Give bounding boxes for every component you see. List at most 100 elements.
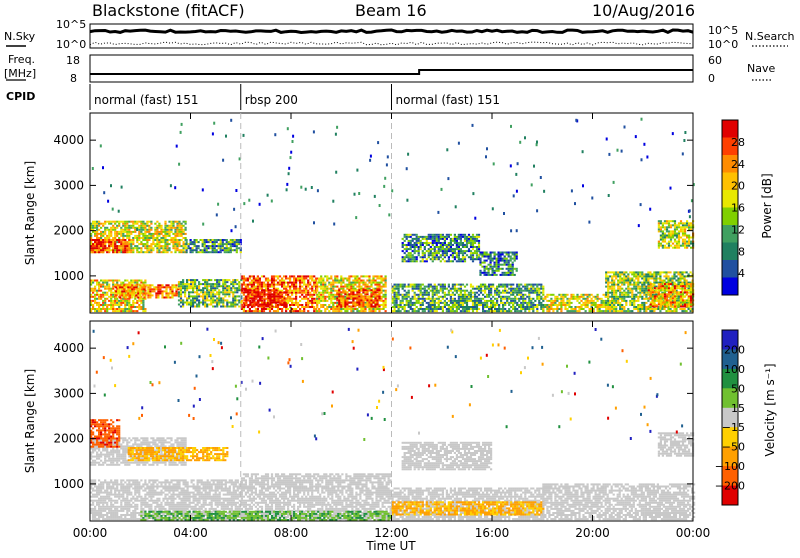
rti-cell: [522, 294, 524, 296]
rti-cell: [100, 249, 102, 251]
rti-cell: [185, 221, 187, 223]
rti-cell: [424, 256, 426, 258]
rti-cell: [92, 290, 94, 292]
rti-cell: [418, 248, 420, 250]
rti-cell: [615, 271, 617, 273]
rti-cell: [271, 284, 273, 286]
rti-cell: [156, 249, 158, 251]
rti-cell: [156, 233, 158, 235]
rti-cell: [466, 250, 468, 252]
rti-cell: [186, 297, 188, 299]
rti-cell: [464, 234, 466, 236]
rti-cell: [206, 249, 208, 251]
rti-cell: [631, 292, 633, 294]
rti-cell: [326, 278, 328, 280]
rti-cell: [540, 306, 542, 308]
rti-cell: [370, 299, 372, 301]
rti-cell: [106, 229, 108, 231]
rti-cell: [601, 298, 603, 300]
rti-cell: [142, 239, 144, 241]
rti-cell: [196, 304, 198, 306]
rti-cell: [354, 284, 356, 286]
rti-cell: [110, 308, 112, 310]
rti-cell: [336, 310, 338, 312]
rti-cell: [504, 260, 506, 262]
rti-cell: [472, 288, 474, 290]
rti-cell: [238, 239, 240, 241]
rti-cell: [144, 251, 146, 253]
rti-cell: [279, 304, 281, 306]
rti-cell: [432, 254, 434, 256]
rti-cell: [578, 308, 580, 310]
rti-cell: [418, 288, 420, 290]
rti-cell: [153, 288, 155, 290]
rti-cell: [100, 241, 102, 243]
rti-cell: [259, 304, 261, 306]
rti-cell: [428, 310, 430, 312]
rti-cell: [112, 251, 114, 253]
rti-cell: [458, 308, 460, 310]
rti-cell: [470, 284, 472, 286]
rti-cell: [492, 286, 494, 288]
rti-cell: [98, 247, 100, 249]
rti-cell: [184, 287, 186, 289]
rti-cell: [100, 243, 102, 245]
rti-cell: [166, 227, 168, 229]
rti-cell: [186, 302, 188, 304]
rti-cell: [578, 310, 580, 312]
rti-cell: [609, 308, 611, 310]
rti-cell: [426, 302, 428, 304]
rti-cell: [144, 282, 146, 284]
rti-cell: [482, 284, 484, 286]
rti-cell: [307, 298, 309, 300]
rti-cell: [150, 237, 152, 239]
rti-cell: [102, 225, 104, 227]
rti-cell: [243, 282, 245, 284]
rti-cell: [120, 233, 122, 235]
rti-cell: [164, 225, 166, 227]
rti-cell: [340, 286, 342, 288]
rti-cell: [528, 300, 530, 302]
rti-cell: [514, 306, 516, 308]
rti-cell: [146, 241, 148, 243]
rti-cell: [273, 297, 275, 299]
rti-cell: [178, 291, 180, 293]
rti-cell: [520, 290, 522, 292]
rti-cell: [247, 306, 249, 308]
rti-cell: [428, 294, 430, 296]
rti-cell: [438, 236, 440, 238]
rti-cell: [591, 302, 593, 304]
rti-cell: [144, 229, 146, 231]
rti-cell: [530, 288, 532, 290]
rti-cell: [224, 249, 226, 251]
rti-cell: [259, 293, 261, 295]
rti-cell: [156, 227, 158, 229]
rti-cell: [414, 252, 416, 254]
rti-cell: [572, 310, 574, 312]
rti-cell: [434, 294, 436, 296]
rti-cell: [350, 286, 352, 288]
rti-cell: [482, 290, 484, 292]
rti-cell: [665, 271, 667, 273]
rti-cell: [645, 296, 647, 298]
rti-cell: [376, 295, 378, 297]
rti-cell: [402, 296, 404, 298]
rti-cell: [320, 300, 322, 302]
rti-cell: [530, 300, 532, 302]
rti-cell: [155, 292, 157, 294]
rti-cell: [486, 294, 488, 296]
rti-cell: [641, 273, 643, 275]
rti-cell: [226, 239, 228, 241]
rti-cell: [641, 302, 643, 304]
rti-cell: [135, 284, 137, 286]
rti-cell: [208, 279, 210, 281]
rti-cell: [279, 308, 281, 310]
rti-cell: [526, 306, 528, 308]
rti-cell: [613, 310, 615, 312]
rti-cell: [476, 310, 478, 312]
rti-cell: [518, 304, 520, 306]
rti-cell: [168, 239, 170, 241]
rti-cell: [92, 247, 94, 249]
rti-cell: [472, 302, 474, 304]
rti-cell: [297, 280, 299, 282]
